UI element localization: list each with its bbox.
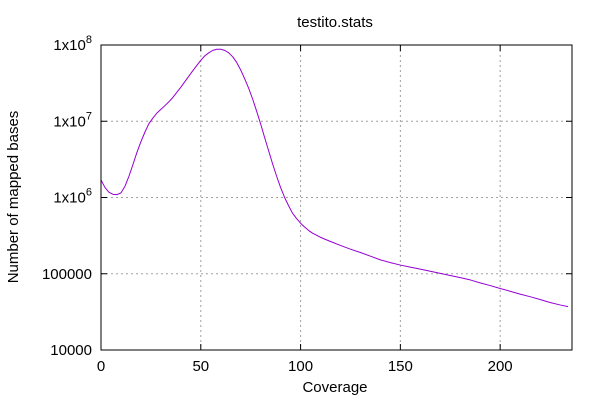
y-tick-label-base: 1x10 (53, 190, 86, 207)
y-tick-label-exponent: 6 (86, 187, 92, 199)
x-tick-label: 0 (97, 358, 105, 375)
y-tick-label-base: 10000 (50, 342, 92, 359)
x-tick-label: 50 (192, 358, 209, 375)
series-group (100, 48, 569, 308)
y-tick-label: 1x106 (53, 187, 92, 207)
coverage-line (100, 48, 569, 308)
y-axis-label: Number of mapped bases (5, 111, 22, 284)
x-tick-label: 200 (488, 358, 513, 375)
plot-frame (100, 44, 573, 351)
y-tick-label-exponent: 7 (86, 110, 92, 122)
y-tick-label: 1x108 (53, 34, 92, 54)
y-tick-label: 1x107 (53, 110, 92, 130)
y-tick-label-base: 1x10 (53, 113, 86, 130)
y-tick-label: 100000 (42, 266, 92, 283)
y-tick-label-base: 100000 (42, 266, 92, 283)
x-axis-label: Coverage (302, 379, 367, 396)
y-tick-label: 10000 (50, 342, 92, 359)
x-tick-label: 100 (288, 358, 313, 375)
y-tick-label-base: 1x10 (53, 37, 86, 54)
grid-lines (101, 45, 572, 350)
x-tick-label: 150 (388, 358, 413, 375)
chart-title: testito.stats (297, 14, 373, 31)
y-tick-label-exponent: 8 (86, 34, 92, 46)
